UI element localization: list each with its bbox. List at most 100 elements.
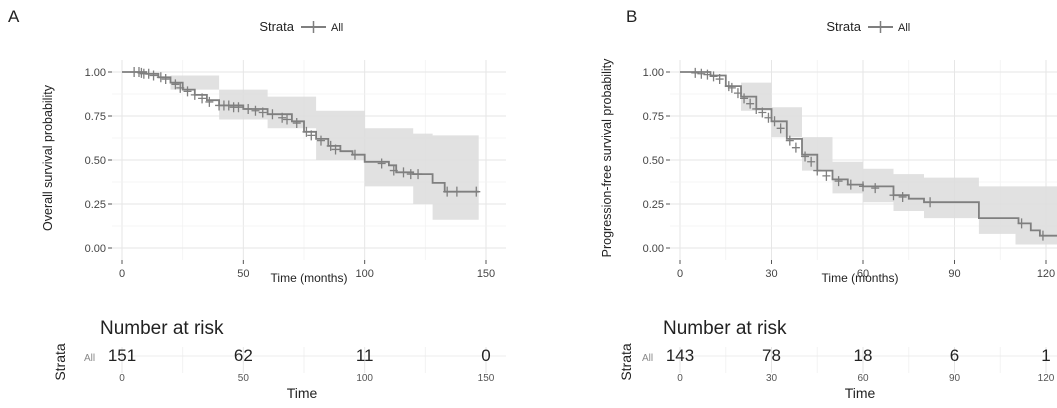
censor-mark bbox=[414, 169, 423, 180]
legend-entry-a: All bbox=[331, 22, 343, 34]
censor-mark bbox=[389, 165, 398, 176]
censor-mark bbox=[697, 68, 706, 79]
risk-table-strata-label-b: Strata bbox=[618, 343, 634, 381]
x-tick-label: 0 bbox=[119, 268, 125, 280]
censor-marks-a bbox=[130, 67, 481, 197]
risk-time-label: 60 bbox=[857, 373, 869, 384]
risk-count: 151 bbox=[108, 346, 136, 365]
censor-mark bbox=[715, 74, 724, 85]
y-tick-label: 0.00 bbox=[643, 243, 664, 255]
censor-mark bbox=[198, 93, 207, 104]
risk-count: 62 bbox=[234, 346, 253, 365]
risk-time-label: 120 bbox=[1038, 373, 1055, 384]
risk-table-a: Number at risk Strata All 151 62 11 0 0 50 10… bbox=[52, 318, 506, 401]
risk-table-counts-a: 151 62 11 0 bbox=[108, 346, 491, 365]
risk-count: 1 bbox=[1041, 346, 1050, 365]
risk-table-strata-label-a: Strata bbox=[52, 343, 68, 381]
risk-count: 18 bbox=[854, 346, 873, 365]
censor-mark bbox=[258, 107, 267, 118]
risk-table-title-b: Number at risk bbox=[663, 318, 787, 339]
risk-count: 143 bbox=[666, 346, 694, 365]
x-axis-a: 0 50 100 150 bbox=[119, 260, 495, 280]
legend-entry-b: All bbox=[898, 22, 910, 34]
censor-mark bbox=[871, 183, 880, 194]
censor-mark bbox=[156, 72, 165, 83]
censor-mark bbox=[813, 165, 822, 176]
x-axis-label-b: Time (months) bbox=[822, 271, 899, 285]
censor-mark bbox=[443, 186, 452, 197]
censor-mark bbox=[846, 179, 855, 190]
gridlines-a bbox=[112, 60, 506, 260]
censor-mark bbox=[822, 170, 831, 181]
risk-table-x-label-a: Time bbox=[287, 385, 318, 401]
x-tick-label: 150 bbox=[477, 268, 495, 280]
censor-mark bbox=[807, 156, 816, 167]
risk-time-label: 0 bbox=[119, 373, 125, 384]
risk-time-label: 100 bbox=[356, 373, 373, 384]
risk-table-grid-b bbox=[670, 347, 1057, 373]
legend-title-a: Strata bbox=[259, 19, 294, 34]
censor-mark bbox=[785, 135, 794, 146]
censor-mark bbox=[1038, 230, 1047, 241]
censor-mark bbox=[399, 167, 408, 178]
panel-label-a: A bbox=[8, 7, 20, 26]
y-tick-label: 0.75 bbox=[85, 111, 106, 123]
survival-curve bbox=[680, 71, 1057, 237]
x-tick-label: 120 bbox=[1037, 268, 1055, 280]
censor-mark bbox=[889, 190, 898, 201]
censor-mark bbox=[224, 100, 233, 111]
censor-mark bbox=[205, 96, 214, 107]
censor-mark bbox=[149, 70, 158, 81]
censor-mark bbox=[764, 112, 773, 123]
risk-table-counts-b: 143 78 18 6 1 bbox=[666, 346, 1051, 365]
censor-mark bbox=[752, 103, 761, 114]
x-tick-label: 0 bbox=[677, 268, 683, 280]
x-axis-b: 0 30 60 90 120 bbox=[677, 260, 1055, 280]
x-tick-label: 90 bbox=[948, 268, 960, 280]
panel-b: B Strata All 0.000.250.500.751.00 0 30 60 9… bbox=[600, 7, 1057, 401]
risk-count: 6 bbox=[950, 346, 959, 365]
censor-mark bbox=[234, 102, 243, 113]
censor-mark bbox=[183, 86, 192, 97]
confidence-band-a bbox=[122, 72, 479, 220]
risk-time-label: 30 bbox=[766, 373, 778, 384]
censor-mark bbox=[776, 123, 785, 134]
risk-count: 11 bbox=[356, 346, 374, 365]
censor-mark bbox=[268, 109, 277, 120]
risk-count: 0 bbox=[481, 346, 490, 365]
censor-mark bbox=[283, 114, 292, 125]
y-axis-a: 0.00 0.25 0.50 0.75 1.00 bbox=[85, 67, 112, 255]
censor-mark bbox=[190, 89, 199, 100]
risk-table-times-a: 0 50 100 150 bbox=[119, 373, 495, 384]
censor-mark bbox=[691, 67, 700, 78]
x-tick-label: 30 bbox=[765, 268, 777, 280]
censor-mark bbox=[302, 126, 311, 137]
censor-mark bbox=[331, 144, 340, 155]
y-tick-label: 1.00 bbox=[85, 67, 106, 79]
censor-mark bbox=[176, 82, 185, 93]
censor-mark bbox=[733, 88, 742, 99]
censor-mark bbox=[801, 151, 810, 162]
censor-mark bbox=[727, 82, 736, 93]
confidence-band bbox=[122, 72, 479, 220]
y-tick-label: 1.00 bbox=[643, 67, 664, 79]
y-tick-label: 0.25 bbox=[85, 199, 106, 211]
legend-a: Strata All bbox=[259, 19, 343, 34]
y-axis-label-a: Overall survival probability bbox=[41, 84, 55, 231]
censor-mark bbox=[244, 103, 253, 114]
y-tick-label: 0.50 bbox=[643, 155, 664, 167]
risk-time-label: 90 bbox=[949, 373, 961, 384]
censor-mark bbox=[452, 186, 461, 197]
censor-mark bbox=[171, 79, 180, 90]
censor-mark bbox=[292, 118, 301, 129]
censor-mark bbox=[791, 142, 800, 153]
y-tick-label: 0.00 bbox=[85, 243, 106, 255]
censor-mark bbox=[316, 135, 325, 146]
survival-curve-b bbox=[680, 71, 1057, 237]
censor-mark bbox=[472, 186, 481, 197]
risk-table-title-a: Number at risk bbox=[100, 318, 224, 339]
censor-mark bbox=[758, 107, 767, 118]
censor-marks-b bbox=[691, 67, 1047, 241]
censor-mark bbox=[307, 130, 316, 141]
